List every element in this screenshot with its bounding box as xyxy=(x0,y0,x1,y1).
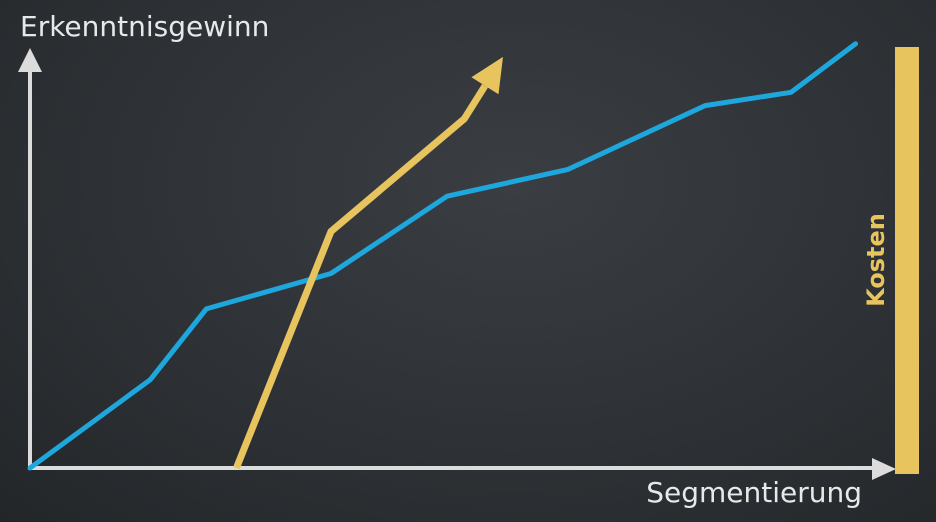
x-axis-arrowhead xyxy=(872,458,896,480)
x-axis-title: Segmentierung xyxy=(646,476,862,509)
series-line-kosten xyxy=(233,83,488,470)
series-line-erkenntnis xyxy=(27,41,859,471)
kosten-label: Kosten xyxy=(862,213,890,307)
kosten-arrowhead xyxy=(471,56,503,95)
kosten-bar xyxy=(895,47,919,474)
y-axis-title: Erkenntnisgewinn xyxy=(20,10,269,43)
y-axis-arrowhead xyxy=(18,48,42,72)
